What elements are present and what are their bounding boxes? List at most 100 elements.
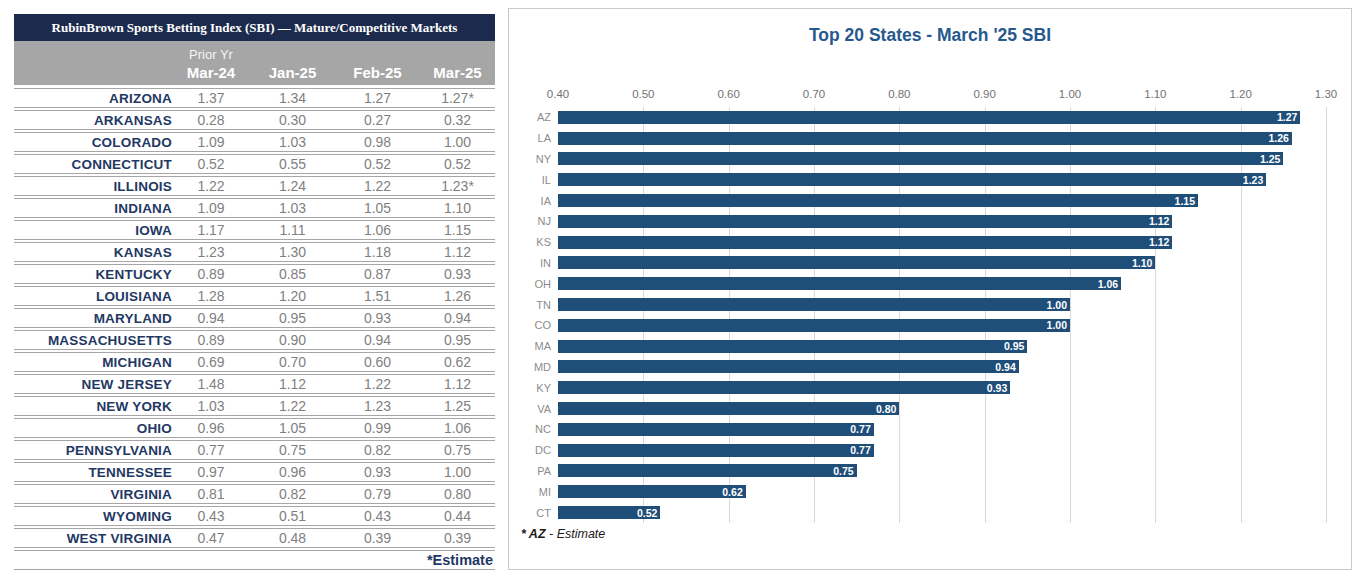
- table-row: ARIZONA1.371.341.271.27*: [14, 88, 495, 108]
- value-cell: 1.27*: [420, 90, 495, 106]
- bar-category-label: KY: [511, 382, 551, 394]
- value-cell: 1.18: [335, 244, 420, 260]
- value-cell: 1.09: [172, 134, 250, 150]
- value-cell: 0.32: [420, 112, 495, 128]
- bar-category-label: IN: [511, 257, 551, 269]
- table-row: NEW JERSEY1.481.121.221.12: [14, 374, 495, 394]
- value-cell: 1.23: [172, 244, 250, 260]
- table-row: VIRGINIA0.810.820.790.80: [14, 484, 495, 504]
- prior-yr-label: Prior Yr: [189, 46, 233, 63]
- value-cell: 0.87: [335, 266, 420, 282]
- bar-value-label: 0.77: [850, 444, 873, 456]
- table-row: ILLINOIS1.221.241.221.23*: [14, 176, 495, 196]
- value-cell: 0.39: [420, 530, 495, 546]
- bar-value-label: 1.15: [1175, 195, 1198, 207]
- value-cell: 0.51: [250, 508, 335, 524]
- bar-category-label: MI: [511, 486, 551, 498]
- value-cell: 1.11: [250, 222, 335, 238]
- value-cell: 0.28: [172, 112, 250, 128]
- table-row: MICHIGAN0.690.700.600.62: [14, 352, 495, 372]
- bar: 1.06: [558, 277, 1121, 290]
- value-cell: 1.22: [250, 398, 335, 414]
- bar-value-label: 0.62: [722, 486, 745, 498]
- table-header: Prior Yr Mar-24 Jan-25 Feb-25 Mar-25: [14, 41, 495, 85]
- value-cell: 1.25: [420, 398, 495, 414]
- value-cell: 0.93: [335, 464, 420, 480]
- state-cell: VIRGINIA: [14, 487, 172, 502]
- value-cell: 1.48: [172, 376, 250, 392]
- bar-category-label: IA: [511, 195, 551, 207]
- bar-value-label: 0.80: [876, 403, 899, 415]
- bar: 0.77: [558, 423, 874, 436]
- bar: 0.93: [558, 381, 1010, 394]
- value-cell: 0.47: [172, 530, 250, 546]
- table-row: ARKANSAS0.280.300.270.32: [14, 110, 495, 130]
- bar-category-label: DC: [511, 444, 551, 456]
- column-header-mar25: Mar-25: [420, 63, 495, 82]
- value-cell: 0.82: [250, 486, 335, 502]
- bar-row: KS1.12: [558, 232, 1326, 253]
- table-row: KANSAS1.231.301.181.12: [14, 242, 495, 262]
- bar-value-label: 0.95: [1004, 340, 1027, 352]
- value-cell: 0.70: [250, 354, 335, 370]
- bar: 0.94: [558, 360, 1019, 373]
- value-cell: 1.20: [250, 288, 335, 304]
- bar-row: MD0.94: [558, 357, 1326, 378]
- value-cell: 1.51: [335, 288, 420, 304]
- value-cell: 1.34: [250, 90, 335, 106]
- state-cell: PENNSYLVANIA: [14, 443, 172, 458]
- value-cell: 1.12: [250, 376, 335, 392]
- table-row: MARYLAND0.940.950.930.94: [14, 308, 495, 328]
- bar-category-label: IL: [511, 174, 551, 186]
- value-cell: 0.93: [420, 266, 495, 282]
- chart-footnote-bold: * AZ: [521, 527, 546, 541]
- table-rows: ARIZONA1.371.341.271.27*ARKANSAS0.280.30…: [14, 88, 495, 548]
- value-cell: 1.22: [335, 178, 420, 194]
- state-cell: ARIZONA: [14, 91, 172, 106]
- bar-value-label: 1.10: [1132, 257, 1155, 269]
- value-cell: 0.98: [335, 134, 420, 150]
- chart-title: Top 20 States - March '25 SBI: [509, 25, 1351, 46]
- axis-tick-label: 1.30: [1315, 88, 1337, 100]
- value-cell: 0.77: [172, 442, 250, 458]
- state-cell: COLORADO: [14, 135, 172, 150]
- bar: 0.95: [558, 340, 1027, 353]
- value-cell: 0.75: [250, 442, 335, 458]
- header-col-mar24: Prior Yr Mar-24: [172, 46, 250, 82]
- table-row: WEST VIRGINIA0.470.480.390.39: [14, 528, 495, 548]
- sbi-bar-chart: Top 20 States - March '25 SBI 0.400.500.…: [508, 8, 1352, 570]
- bar-row: CO1.00: [558, 315, 1326, 336]
- value-cell: 1.12: [420, 376, 495, 392]
- value-cell: 0.97: [172, 464, 250, 480]
- table-row: COLORADO1.091.030.981.00: [14, 132, 495, 152]
- bar-value-label: 1.00: [1047, 299, 1070, 311]
- bar-value-label: 0.77: [850, 423, 873, 435]
- table-row: NEW YORK1.031.221.231.25: [14, 396, 495, 416]
- bar-row: TN1.00: [558, 294, 1326, 315]
- state-cell: NEW YORK: [14, 399, 172, 414]
- bar-value-label: 1.00: [1047, 319, 1070, 331]
- bar-category-label: KS: [511, 236, 551, 248]
- gridline: [1326, 107, 1327, 523]
- value-cell: 1.28: [172, 288, 250, 304]
- value-cell: 0.81: [172, 486, 250, 502]
- bar-category-label: LA: [511, 132, 551, 144]
- value-cell: 0.52: [172, 156, 250, 172]
- state-cell: KENTUCKY: [14, 267, 172, 282]
- bar-row: PA0.75: [558, 461, 1326, 482]
- bar-category-label: NY: [511, 153, 551, 165]
- value-cell: 0.94: [172, 310, 250, 326]
- value-cell: 0.27: [335, 112, 420, 128]
- axis-tick-label: 1.10: [1144, 88, 1166, 100]
- value-cell: 1.17: [172, 222, 250, 238]
- bar: 1.00: [558, 319, 1070, 332]
- value-cell: 1.30: [250, 244, 335, 260]
- bar-value-label: 0.94: [995, 361, 1018, 373]
- value-cell: 0.96: [172, 420, 250, 436]
- table-row: IOWA1.171.111.061.15: [14, 220, 495, 240]
- value-cell: 0.94: [420, 310, 495, 326]
- value-cell: 0.99: [335, 420, 420, 436]
- bar-category-label: MA: [511, 340, 551, 352]
- bar-row: VA0.80: [558, 398, 1326, 419]
- bar-category-label: CT: [511, 507, 551, 519]
